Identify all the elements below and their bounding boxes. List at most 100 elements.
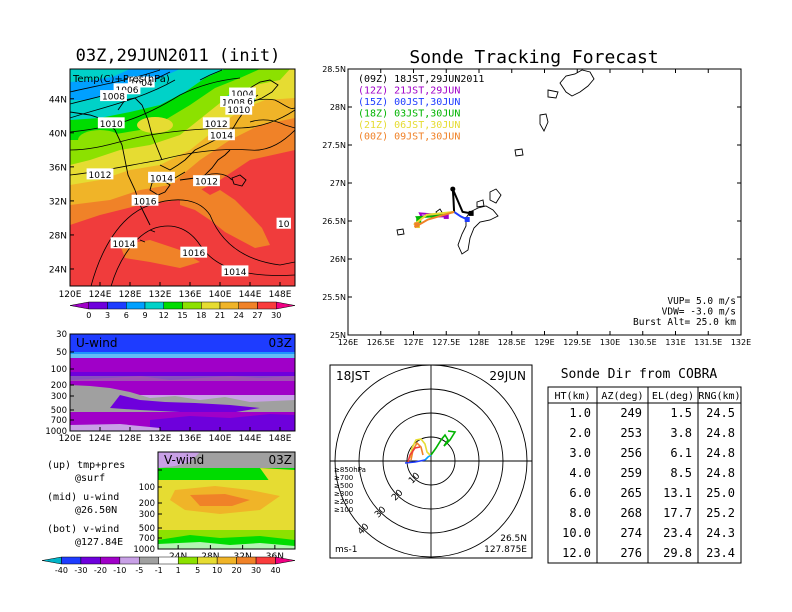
table-cell: 24.8: [706, 426, 735, 440]
tracking-lon-labels: 126E 126.5E 127E 127.5E 128E 128.5E 129E 129.5E…: [338, 69, 751, 347]
isobar-label: 1014: [113, 240, 136, 250]
table-cell: 4.0: [569, 466, 591, 480]
track-lat-label: 27N: [330, 179, 346, 188]
colorbar-swatch: [107, 301, 127, 310]
isobar-label-box: [127, 76, 155, 88]
wind-colorbar-label: 1: [176, 566, 181, 575]
table-cell: 3.8: [670, 426, 692, 440]
isobar-label-box: [131, 194, 159, 206]
table-frame: [547, 386, 742, 564]
u-lon-label: 128E: [119, 434, 142, 444]
v-pressure-label: 1000: [133, 545, 155, 555]
u-pressure-label: 50: [56, 348, 67, 358]
colorbar-label: 12: [159, 311, 169, 320]
table-cell: 10.0: [562, 526, 591, 540]
u-pressure-label: 500: [51, 406, 67, 416]
track-lon-label: 129E: [534, 338, 554, 347]
track-lon-label: 127E: [403, 338, 423, 347]
v-pressure-label: 200: [139, 499, 155, 509]
track-end-marker: [464, 216, 470, 222]
table-cell: 13.1: [663, 486, 692, 500]
note-line2: @127.84E: [75, 537, 123, 548]
table-cell: 6.1: [670, 446, 692, 460]
track-lon-label: 131E: [665, 338, 685, 347]
polar-legend-entry: ≥700: [334, 474, 353, 482]
table-cell: 265: [620, 486, 642, 500]
isobar-label-box: [148, 171, 175, 183]
table-cell: 1.5: [670, 406, 692, 420]
wind-colorbar-swatch: [275, 556, 296, 565]
colorbar-swatch: [276, 301, 296, 310]
table-cell: 17.7: [663, 506, 692, 520]
wind-colorbar-label: 10: [212, 566, 222, 575]
table-cell: 23.4: [706, 546, 735, 560]
isobar-label-box: [110, 237, 138, 249]
isobar-label: 1010: [100, 120, 123, 130]
wind-colorbar-swatch: [61, 556, 82, 565]
colorbar-swatch: [144, 301, 164, 310]
track-end-marker: [414, 222, 420, 228]
map-lat-label: 44N: [49, 95, 67, 105]
v-pressure-label: 100: [139, 483, 155, 493]
colorbar-label: 30: [271, 311, 281, 320]
table-cell: 23.4: [663, 526, 692, 540]
wind-colorbar-swatch: [197, 556, 218, 565]
polar-legend-entry: ≥250: [334, 498, 353, 506]
track-lat-label: 28N: [330, 103, 346, 112]
polar-legend: ≥850hPa≥700≥500≥300≥250≥100: [334, 466, 366, 514]
track-lat-label: 28.5N: [322, 65, 346, 74]
colorbar-swatch: [219, 301, 239, 310]
tracking-param: Burst Alt= 25.0 km: [633, 317, 736, 328]
table-cell: 2.0: [569, 426, 591, 440]
u-panel-label: U-wind: [76, 336, 117, 350]
isobar-label: 1010: [227, 106, 250, 116]
isobar-label: 1004: [130, 79, 153, 89]
track-lon-label: 127.5E: [432, 338, 460, 347]
colorbar-swatch: [201, 301, 221, 310]
colorbar-label: 6: [124, 311, 129, 320]
u-lon-label: 132E: [149, 434, 172, 444]
tracking-title: Sonde Tracking Forecast: [409, 47, 658, 68]
u-panel-time: 03Z: [269, 336, 293, 350]
wind-colorbar-label: -1: [155, 566, 163, 575]
tracking-param: VDW= -3.0 m/s: [662, 307, 736, 318]
wind-colorbar-swatch: [236, 556, 257, 565]
tracking-lat-labels: 28.5N 28N 27.5N 27N 26.5N 26N 25.5N 25N: [322, 65, 741, 340]
wind-colorbar-label: -5: [135, 566, 143, 575]
colorbar-label: 15: [177, 311, 187, 320]
tracking-legend-entry: (12Z) 21JST,29JUN: [358, 86, 460, 97]
table-cell: 12.0: [562, 546, 591, 560]
u-pressure-label: 300: [51, 392, 67, 402]
temperature-colorbar: 0 3 6 9 12 15 18 21 24 27 30: [69, 301, 296, 320]
u-pressure-label: 200: [51, 381, 67, 391]
wind-colorbar-swatch: [80, 556, 101, 565]
colorbar-swatch: [257, 301, 277, 310]
isobar-label: 1012: [89, 171, 112, 181]
colorbar-swatch: [126, 301, 146, 310]
u-lon-labels: 120E 124E 128E 132E 136E 140E 144E 148E: [59, 427, 292, 444]
isobar-label: 1012: [195, 178, 218, 188]
isobar-label-box: [100, 90, 127, 102]
isobar-label-box: [193, 175, 220, 187]
isobar-label-box: [97, 117, 125, 129]
isobar-label-box: [225, 103, 253, 115]
sonde-table-title: Sonde Dir from COBRA: [561, 367, 718, 382]
wind-colorbar: -40 -30 -20 -10 -5 -1 1 5 10 20 30 40: [41, 556, 296, 575]
isobar-label: 1006: [116, 86, 139, 96]
map-lon-labels: 120E 124E 128E 132E 136E 140E 144E 148E: [59, 282, 292, 300]
table-header-cell: AZ(deg): [601, 391, 643, 402]
isobar-label-box: [208, 129, 235, 141]
isobar-label: 1014: [210, 132, 233, 142]
isobar-label: 1016: [182, 249, 205, 259]
table-cell: 259: [620, 466, 642, 480]
wind-colorbar-label: -10: [113, 566, 126, 575]
table-cell: 268: [620, 506, 642, 520]
polar-legend-entry: ≥500: [334, 482, 353, 490]
wind-colorbar-label: 40: [270, 566, 280, 575]
track-top-marker: [450, 186, 456, 192]
u-lon-label: 140E: [209, 434, 232, 444]
